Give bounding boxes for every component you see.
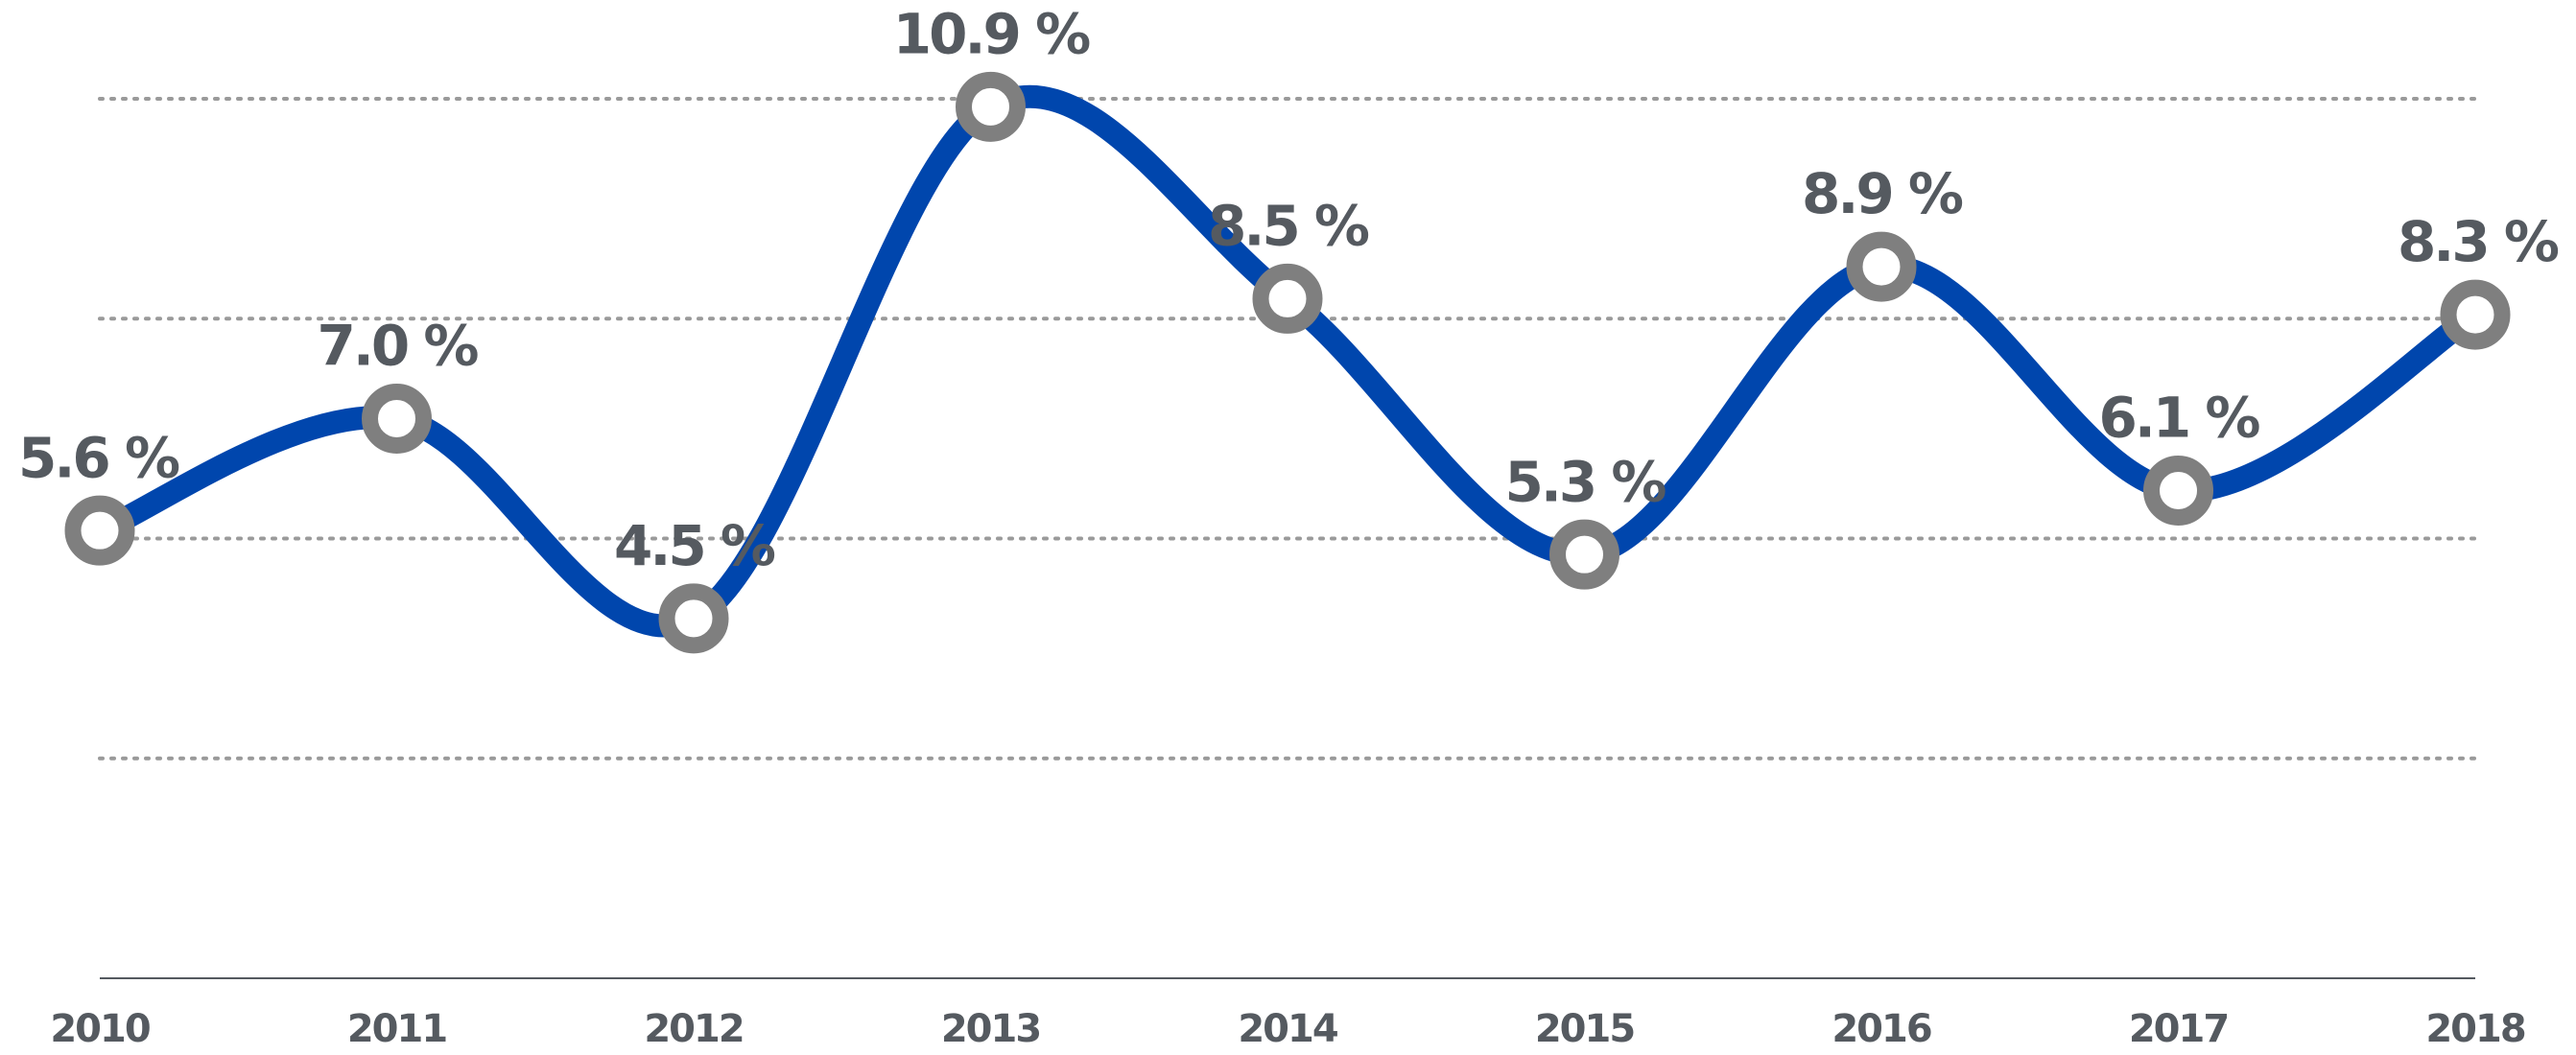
x-tick-label: 2016 — [1832, 1007, 1930, 1051]
x-tick-label: 2010 — [50, 1007, 149, 1051]
value-label: 5.3 % — [1504, 449, 1666, 514]
data-point — [64, 495, 135, 566]
x-tick-label: 2017 — [2129, 1007, 2228, 1051]
x-tick-label: 2011 — [347, 1007, 446, 1051]
value-label: 8.9 % — [1802, 161, 1963, 226]
value-label: 5.6 % — [18, 425, 179, 490]
data-point — [1549, 519, 1619, 590]
value-label: 4.5 % — [614, 513, 775, 578]
x-tick-label: 2018 — [2425, 1007, 2524, 1051]
x-tick-label: 2012 — [644, 1007, 743, 1051]
data-point — [362, 383, 432, 454]
data-point — [1252, 263, 1323, 334]
data-point — [2143, 455, 2213, 526]
x-tick-label: 2013 — [941, 1007, 1040, 1051]
data-point — [1846, 231, 1917, 302]
x-tick-label: 2014 — [1238, 1007, 1336, 1051]
data-point — [956, 71, 1026, 142]
value-label: 6.1 % — [2098, 386, 2259, 451]
value-label: 8.3 % — [2398, 209, 2559, 274]
x-tick-label: 2015 — [1535, 1007, 1634, 1051]
value-label: 8.5 % — [1208, 194, 1369, 259]
value-label: 10.9 % — [893, 1, 1090, 66]
value-label: 7.0 % — [317, 314, 478, 379]
data-point — [658, 583, 729, 654]
data-point — [2440, 279, 2511, 350]
